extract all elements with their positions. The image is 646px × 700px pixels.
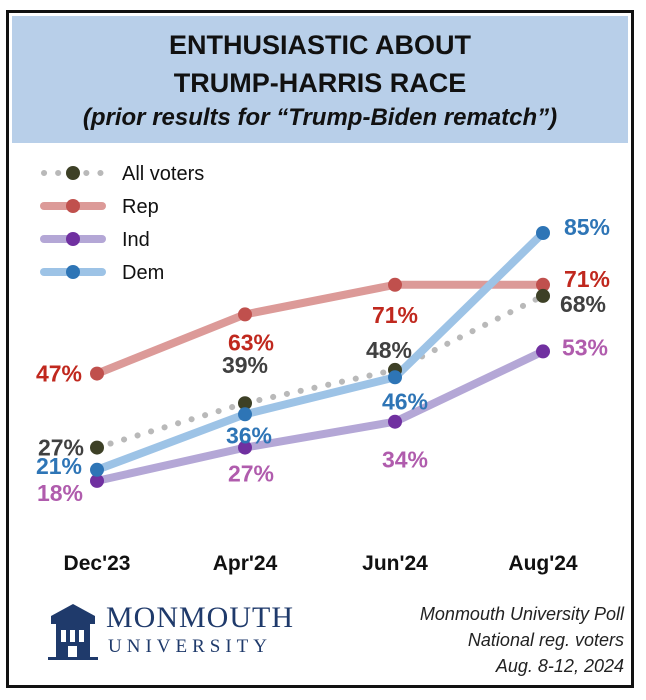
x-tick-label-4: Aug'24: [508, 552, 577, 575]
monmouth-logo: MONMOUTH UNIVERSITY: [48, 600, 308, 664]
chart-title-line2: TRUMP-HARRIS RACE: [173, 68, 467, 98]
data-label-ind-3: 34%: [382, 447, 428, 473]
chart-frame: ENTHUSIASTIC ABOUT TRUMP-HARRIS RACE (pr…: [6, 10, 634, 688]
university-building-icon: [48, 604, 98, 660]
data-point-all-voters-4: [536, 288, 550, 303]
data-label-all-voters-2: 39%: [222, 352, 268, 378]
source-line-2: National reg. voters: [467, 630, 624, 650]
data-label-ind-4: 53%: [562, 334, 608, 360]
source-line-1: Monmouth University Poll: [419, 604, 624, 624]
data-label-rep-4: 71%: [564, 266, 610, 292]
data-point-ind-1: [90, 473, 104, 488]
data-label-dem-4: 85%: [564, 214, 610, 240]
data-point-ind-2: [238, 440, 252, 455]
data-point-all-voters-2: [238, 396, 252, 411]
data-point-rep-1: [90, 366, 104, 381]
logo-name: MONMOUTH: [106, 601, 294, 634]
x-tick-label-2: Apr'24: [213, 552, 278, 575]
legend-marker-all-voters: [66, 166, 80, 180]
legend-label-ind: Ind: [122, 229, 150, 251]
data-point-dem-2: [238, 407, 252, 422]
chart-header: ENTHUSIASTIC ABOUT TRUMP-HARRIS RACE (pr…: [12, 16, 628, 143]
data-label-dem-2: 36%: [226, 422, 272, 448]
data-point-rep-2: [238, 307, 252, 322]
logo-subtitle: UNIVERSITY: [108, 636, 272, 657]
data-label-ind-2: 27%: [228, 461, 274, 487]
data-point-all-voters-1: [90, 440, 104, 455]
legend-label-all-voters: All voters: [122, 163, 204, 185]
data-label-rep-2: 63%: [228, 329, 274, 355]
legend-marker-ind: [66, 232, 80, 246]
data-label-all-voters-1: 27%: [38, 435, 84, 461]
data-label-dem-1: 21%: [36, 453, 82, 479]
data-label-ind-1: 18%: [37, 480, 83, 506]
data-label-all-voters-3: 48%: [366, 337, 412, 363]
series-line-all-voters: [94, 292, 546, 451]
series-line-rep: [93, 280, 547, 378]
data-point-dem-4: [536, 226, 550, 240]
data-label-dem-3: 46%: [382, 388, 428, 414]
legend-label-dem: Dem: [122, 262, 164, 284]
data-point-dem-3: [388, 370, 402, 385]
series-line-dem: [93, 229, 547, 474]
series-line-ind: [93, 347, 547, 485]
chart-subtitle: (prior results for “Trump-Biden rematch”…: [82, 104, 558, 131]
chart-title-line1: ENTHUSIASTIC ABOUT: [169, 30, 471, 60]
data-point-ind-4: [536, 344, 550, 359]
data-label-rep-1: 47%: [36, 361, 82, 387]
legend-label-rep: Rep: [122, 196, 159, 218]
source-line-3: Aug. 8-12, 2024: [495, 656, 624, 676]
x-tick-label-3: Jun'24: [362, 552, 428, 575]
legend-marker-rep: [66, 199, 80, 213]
data-point-rep-3: [388, 277, 402, 292]
data-label-rep-3: 71%: [372, 302, 418, 328]
data-point-rep-4: [536, 277, 550, 292]
data-point-ind-3: [388, 414, 402, 429]
legend-marker-dem: [66, 265, 80, 279]
data-point-dem-1: [90, 462, 104, 477]
x-tick-label-1: Dec'23: [64, 552, 131, 575]
data-label-all-voters-4: 68%: [560, 291, 606, 317]
